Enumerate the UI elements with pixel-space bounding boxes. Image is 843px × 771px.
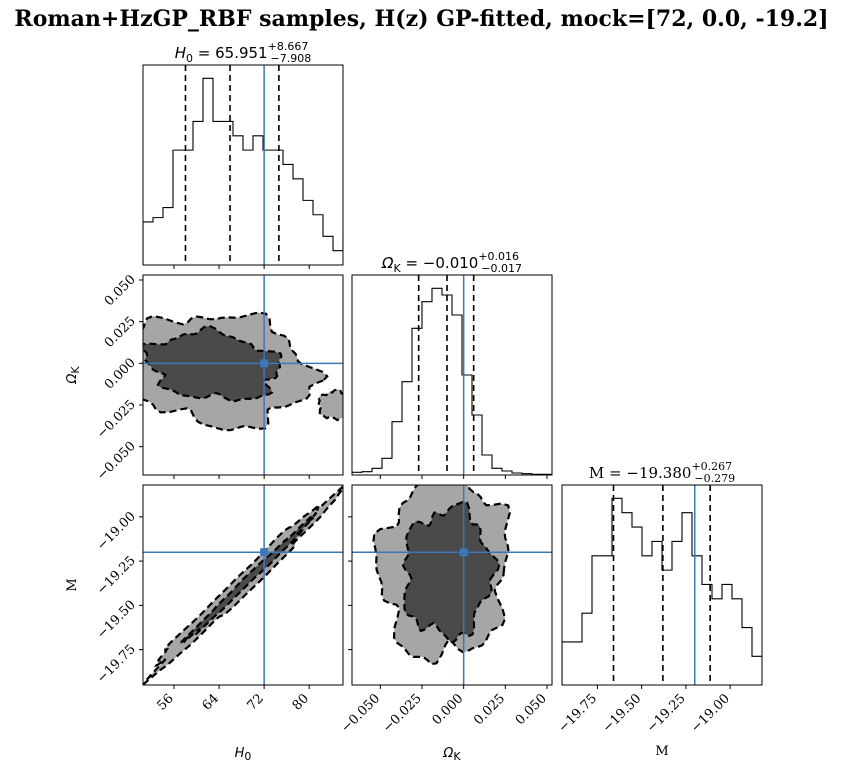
omk-y-axis-label: ΩK: [65, 366, 82, 385]
m-omk-xtick-label-1: −0.025: [380, 691, 425, 736]
omk-h0-ytick-label-3: 0.025: [102, 314, 139, 351]
h0-histogram-group: [143, 65, 343, 265]
omk-h0-ytick-label-0: −0.050: [94, 439, 139, 484]
m-h0-truth-marker: [260, 548, 269, 557]
m-omk-xtick-label-2: 0.000: [430, 691, 467, 728]
m-hist-xtick-label-1: −19.50: [600, 691, 645, 736]
omk-histogram-frame: [351, 274, 553, 476]
m-h0-xtick-label-0: 56: [155, 691, 177, 713]
m-omk-xtick-label-3: 0.025: [471, 691, 508, 728]
m-h0-ytick-label-1: −19.50: [94, 598, 139, 643]
m-h0-contours: [143, 485, 343, 685]
m-h0-inner-region: [178, 511, 318, 646]
m-h0-xtick-label-1: 64: [200, 691, 222, 713]
m-omk-inner-region: [401, 500, 501, 644]
omk-h0-outer-island: [317, 388, 343, 422]
m-omk-contours: [352, 485, 552, 685]
m-h0-xtick-label-2: 72: [245, 691, 267, 713]
omk-h0-contours: [143, 275, 343, 475]
h0-axis-label: H0: [235, 746, 252, 763]
figure-title: Roman+HzGP_RBF samples, H(z) GP-fitted, …: [14, 6, 829, 32]
m-h0-frame: [142, 484, 344, 686]
m-omk-truth-marker: [459, 548, 468, 557]
m-title: M = −19.380+0.267 −0.279: [589, 460, 735, 485]
omk-h0-truth-marker: [260, 359, 269, 368]
h0-histogram-bars: [143, 77, 343, 265]
h0-title: H0 = 65.951+8.667 −7.908: [175, 40, 312, 65]
omk-histogram-group: [352, 275, 552, 475]
m-axis-label: M: [655, 744, 668, 759]
omk-title: ΩK = −0.010+0.016 −0.017: [381, 250, 522, 275]
h0-histogram-frame: [142, 64, 344, 266]
m-omk-xtick-label-0: −0.050: [339, 691, 384, 736]
omk-h0-ytick-label-2: 0.000: [102, 356, 139, 393]
m-omk-xtick-label-4: 0.050: [513, 691, 550, 728]
m-h0-ytick-label-2: −19.25: [94, 553, 139, 598]
m-histogram-frame: [561, 484, 763, 686]
m-hist-xtick-label-2: −19.25: [644, 691, 689, 736]
m-y-axis-label: M: [65, 578, 80, 591]
m-h0-xtick-label-3: 80: [290, 691, 312, 713]
m-histogram-group: [562, 485, 762, 685]
m-hist-xtick-label-3: −19.00: [688, 691, 733, 736]
m-histogram-bars: [562, 497, 762, 685]
omk-axis-label: ΩK: [442, 746, 461, 763]
omk-h0-ytick-label-1: −0.025: [94, 397, 139, 442]
m-omk-frame: [351, 484, 553, 686]
m-h0-ytick-label-0: −19.75: [94, 642, 139, 687]
omk-h0-ytick-label-4: 0.050: [102, 272, 139, 309]
omk-h0-frame: [142, 274, 344, 476]
m-h0-ytick-label-3: −19.00: [94, 509, 139, 554]
m-hist-xtick-label-0: −19.75: [556, 691, 601, 736]
omk-histogram-bars: [352, 287, 552, 475]
